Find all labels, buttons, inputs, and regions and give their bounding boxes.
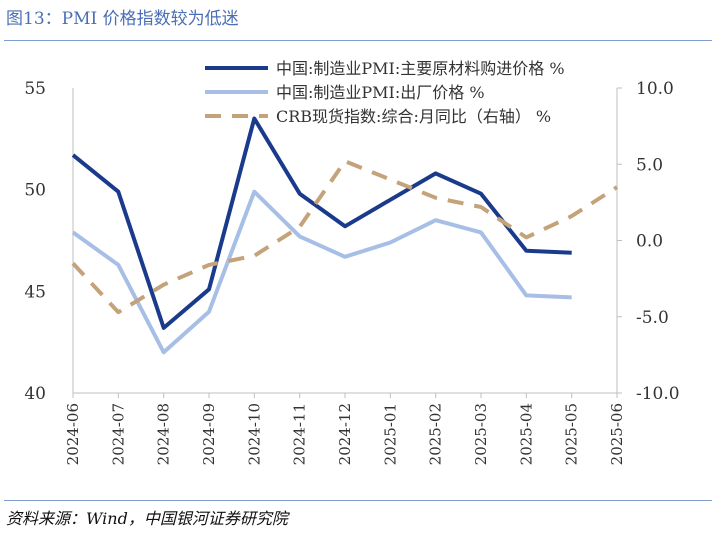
x-tick-label: 2024-09	[200, 403, 218, 465]
x-tick-label: 2025-06	[608, 403, 626, 465]
right-tick-label: 10.0	[636, 79, 674, 99]
figure-title: 图13：PMI 价格指数较为低迷	[6, 9, 239, 29]
right-tick-label: -5.0	[636, 308, 669, 328]
legend-label-2: 中国:制造业PMI:出厂价格 %	[276, 83, 485, 102]
chart-series	[71, 116, 619, 355]
series-line-1	[71, 116, 572, 330]
left-tick-label: 55	[24, 79, 46, 99]
x-tick-label: 2025-01	[381, 403, 399, 465]
right-tick-label: 0.0	[636, 232, 663, 252]
left-tick-label: 45	[24, 282, 46, 302]
x-tick-label: 2025-05	[563, 403, 581, 465]
chart: 40 45 50 55 -10.0 -5.0 0.0 5.0 10.0 2024-06 2024-0…	[24, 59, 679, 465]
right-tick-label: -10.0	[636, 384, 680, 404]
chart-axes: 40 45 50 55 -10.0 -5.0 0.0 5.0 10.0 2024-06 2024-0…	[24, 79, 679, 465]
legend-label-1: 中国:制造业PMI:主要原材料购进价格 %	[276, 59, 565, 78]
left-tick-label: 40	[24, 384, 46, 404]
series-line-2	[71, 189, 572, 355]
x-tick-label: 2025-03	[472, 403, 490, 465]
right-tick-label: 5.0	[636, 155, 663, 175]
top-divider	[4, 40, 712, 41]
x-tick-label: 2024-07	[109, 403, 127, 465]
x-tick-label: 2025-04	[517, 403, 535, 465]
x-tick-label: 2024-10	[245, 403, 263, 465]
x-tick-label: 2024-11	[291, 403, 309, 465]
x-tick-label: 2025-02	[427, 403, 445, 465]
x-tick-label: 2024-06	[64, 403, 82, 465]
source-note: 资料来源：Wind，中国银河证券研究院	[6, 509, 288, 528]
x-tick-label: 2024-12	[336, 403, 354, 465]
x-tick-label: 2024-08	[155, 403, 173, 465]
chart-legend: 中国:制造业PMI:主要原材料购进价格 % 中国:制造业PMI:出厂价格 % CRB…	[205, 59, 565, 126]
bottom-divider	[4, 500, 712, 501]
legend-label-3: CRB现货指数:综合:月同比（右轴） %	[276, 107, 551, 126]
series-line-3	[71, 159, 619, 315]
left-tick-label: 50	[24, 181, 46, 201]
